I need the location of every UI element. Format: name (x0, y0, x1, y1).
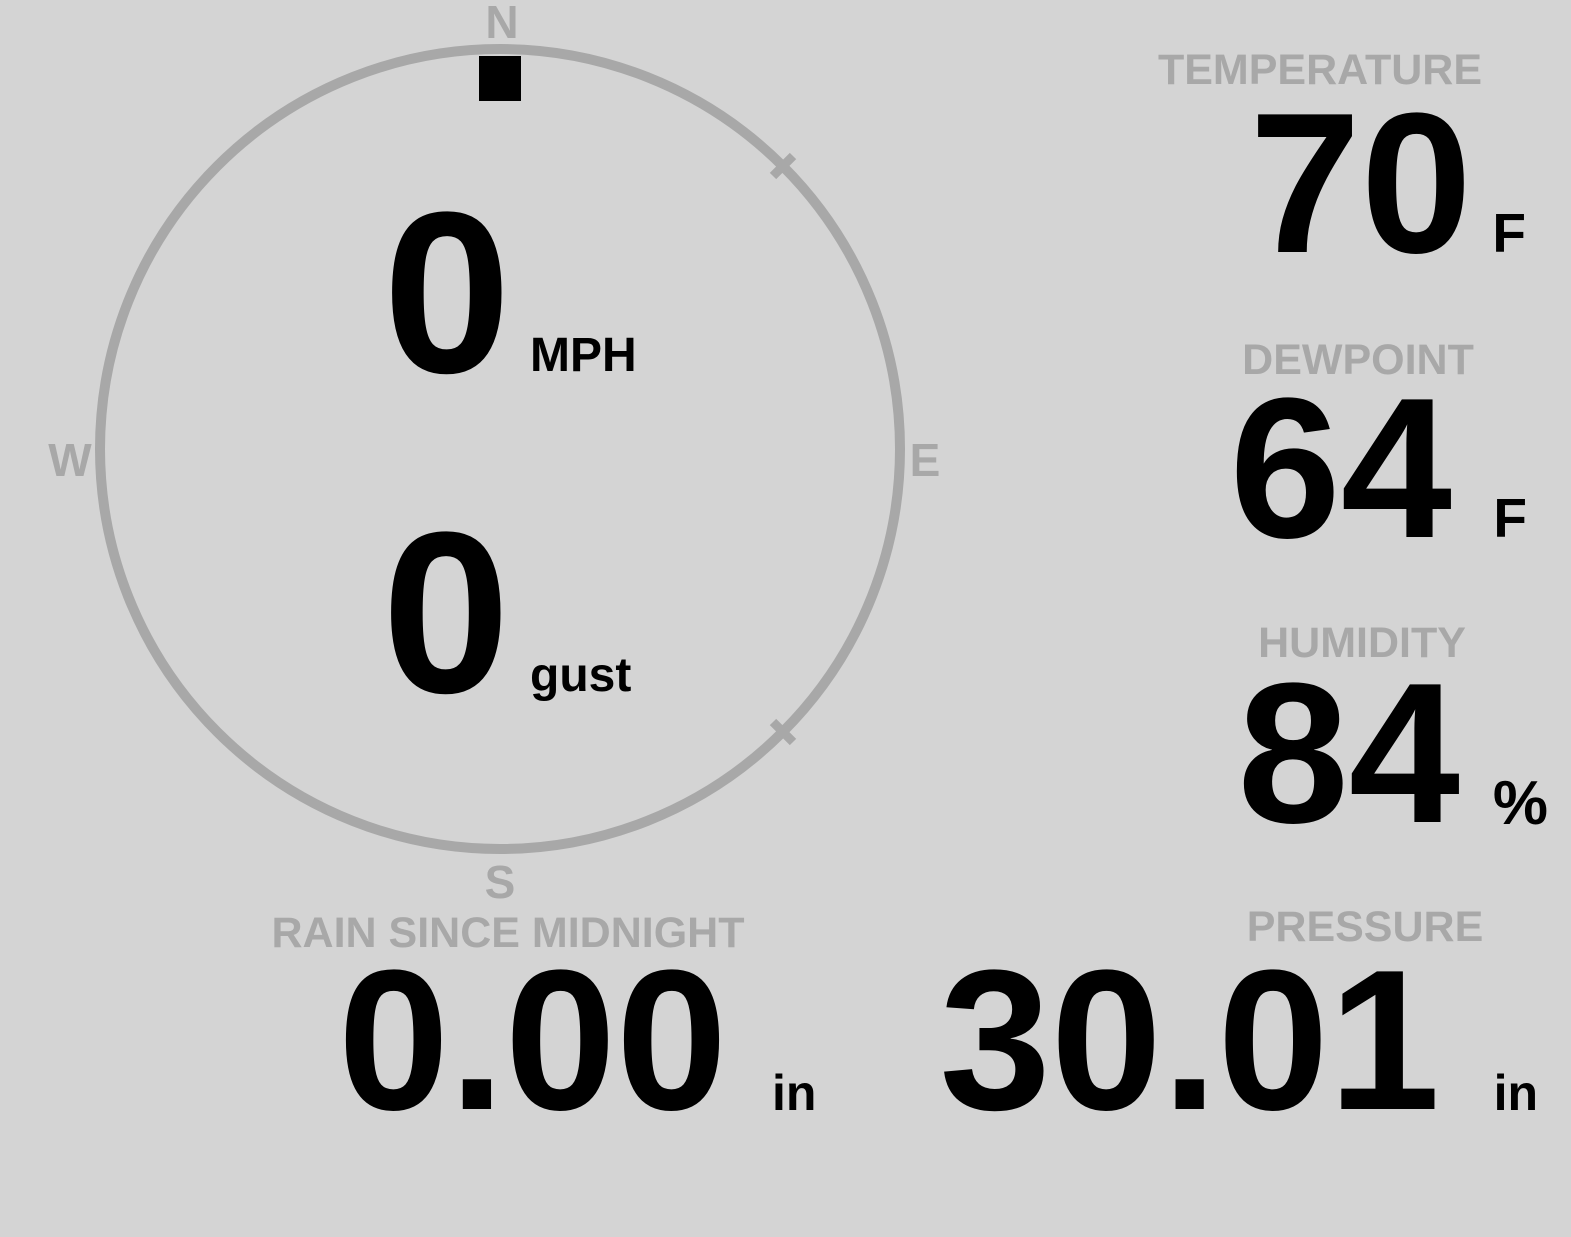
compass-tick-se (769, 718, 797, 746)
compass-tick-ne (769, 152, 797, 180)
compass-east-label: E (909, 434, 941, 486)
temperature-label: TEMPERATURE (1157, 46, 1483, 94)
pressure-label: PRESSURE (1246, 903, 1484, 951)
compass-west-label: W (48, 434, 92, 486)
wind-speed-unit: MPH (530, 329, 637, 382)
wind-direction-marker (479, 56, 521, 101)
dewpoint-label: DEWPOINT (1242, 336, 1474, 384)
compass-circle (95, 44, 905, 854)
dewpoint-value: 64 (1229, 357, 1452, 580)
wind-compass-dial (95, 44, 905, 854)
compass-tick-nw (203, 152, 231, 180)
rain-value: 0.00 (338, 929, 728, 1152)
compass-south-label: S (484, 856, 516, 908)
humidity-label: HUMIDITY (1258, 619, 1466, 667)
temperature-value: 70 (1249, 72, 1472, 295)
pressure-value: 30.01 (939, 929, 1441, 1152)
compass-north-label: N (485, 0, 519, 48)
humidity-value: 84 (1237, 642, 1460, 865)
rain-label: RAIN SINCE MIDNIGHT (271, 909, 745, 957)
compass-tick-sw (203, 718, 231, 746)
wind-speed-value: 0 (383, 164, 511, 421)
wind-gust-value: 0 (382, 484, 510, 741)
temperature-unit: F (1492, 202, 1526, 264)
humidity-unit: % (1492, 769, 1548, 838)
rain-unit: in (772, 1065, 817, 1121)
dewpoint-unit: F (1493, 487, 1527, 549)
pressure-unit: in (1493, 1065, 1538, 1121)
wind-gust-unit: gust (530, 649, 632, 702)
